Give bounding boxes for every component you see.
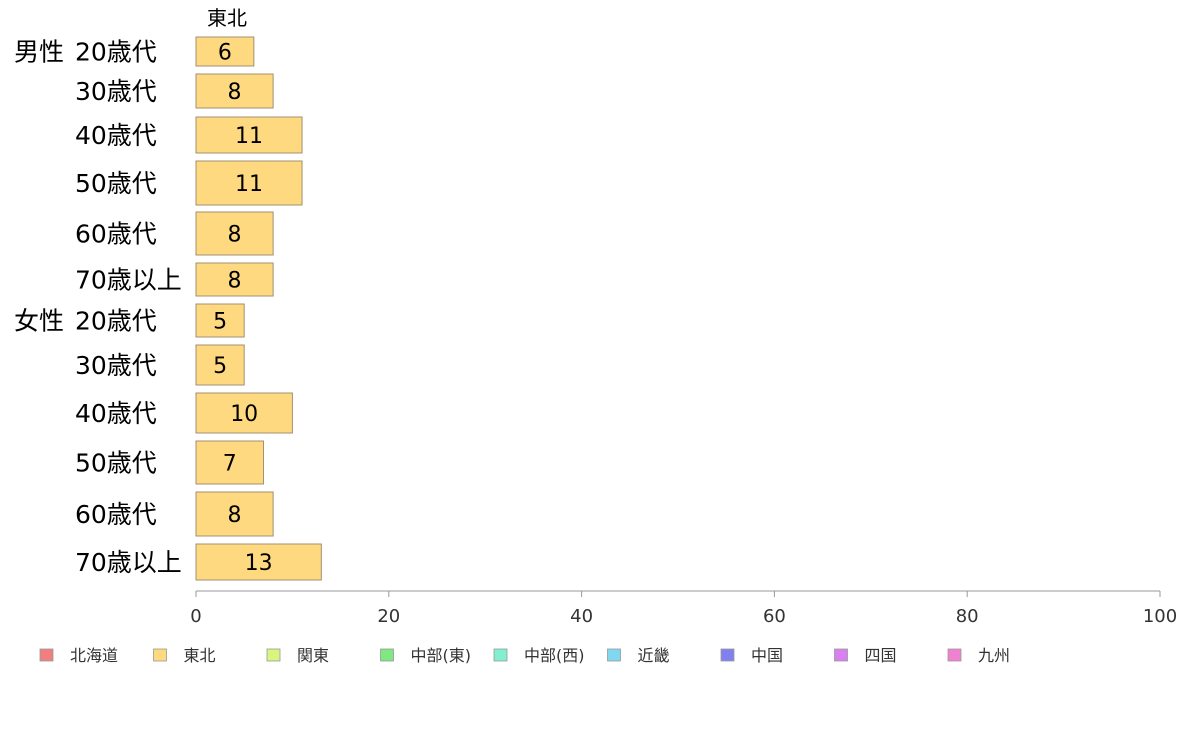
category-label: 20歳代 — [75, 307, 157, 336]
x-tick-label: 60 — [763, 606, 786, 627]
category-label: 50歳代 — [75, 169, 157, 198]
category-label: 60歳代 — [75, 500, 157, 529]
bar-value-label: 7 — [223, 452, 237, 477]
legend: 北海道 東北 関東 中部(東) 中部(西) 近畿 中国 四国 九州 — [39, 646, 1010, 665]
legend-label: 東北 — [184, 646, 216, 665]
x-tick-label: 80 — [956, 606, 979, 627]
legend-swatch — [153, 648, 167, 662]
bar-東北-11 — [195, 543, 322, 581]
legend-label: 北海道 — [70, 646, 118, 665]
bar-東北-9 — [195, 440, 264, 485]
legend-swatch — [720, 648, 735, 662]
bar-value-label: 8 — [228, 80, 242, 105]
bar-value-label: 10 — [230, 402, 258, 427]
legend-label: 九州 — [978, 646, 1010, 665]
x-tick-label: 0 — [190, 606, 201, 627]
category-label: 40歳代 — [75, 121, 157, 150]
bar-東北-2 — [195, 116, 303, 154]
bar-東北-4 — [195, 211, 274, 256]
legend-label: 近畿 — [638, 646, 670, 665]
legend-label: 関東 — [297, 646, 329, 665]
category-label: 20歳代 — [75, 38, 157, 67]
legend-label: 中部(西) — [524, 646, 585, 665]
category-label: 70歳以上 — [75, 266, 182, 295]
legend-label: 四国 — [865, 646, 897, 665]
bar-value-label: 8 — [228, 223, 242, 248]
bar-value-label: 11 — [235, 172, 263, 197]
x-tick-label: 100 — [1143, 606, 1177, 627]
category-label: 30歳代 — [75, 77, 157, 106]
bar-value-label: 8 — [228, 503, 242, 528]
category-label: 40歳代 — [75, 399, 157, 428]
legend-swatch — [39, 648, 54, 662]
bar-value-label: 11 — [235, 124, 263, 149]
bar-東北-0 — [195, 36, 255, 67]
bar-東北-10 — [195, 491, 274, 537]
legend-swatch — [607, 648, 621, 662]
x-tick-label: 40 — [570, 606, 593, 627]
group-label: 女性 — [14, 307, 64, 336]
legend-label: 中国 — [751, 646, 783, 665]
x-tick-label: 20 — [377, 606, 400, 627]
legend-swatch — [266, 648, 281, 662]
bar-東北-3 — [195, 160, 303, 206]
bar-東北-7 — [195, 344, 245, 386]
series-heading: 東北 — [207, 6, 247, 30]
bar-value-label: 6 — [218, 41, 232, 66]
legend-swatch — [834, 648, 848, 662]
group-label: 男性 — [14, 38, 64, 67]
bar-東北-8 — [195, 392, 293, 434]
category-label: 70歳以上 — [75, 548, 182, 577]
category-label: 60歳代 — [75, 220, 157, 249]
legend-label: 中部(東) — [411, 646, 472, 665]
bar-東北-6 — [195, 303, 245, 338]
bar-value-label: 8 — [228, 269, 242, 294]
legend-swatch — [380, 648, 394, 662]
x-axis: 0 20 40 60 80 100 — [190, 590, 1177, 627]
bar-value-label: 5 — [213, 310, 227, 335]
category-label: 30歳代 — [75, 351, 157, 380]
legend-swatch — [947, 648, 962, 662]
bar-東北-1 — [195, 73, 274, 109]
category-label: 50歳代 — [75, 449, 157, 478]
bar-東北-5 — [195, 262, 274, 297]
bar-value-label: 5 — [213, 354, 227, 379]
bar-value-label: 13 — [245, 551, 273, 576]
legend-swatch — [493, 648, 508, 662]
